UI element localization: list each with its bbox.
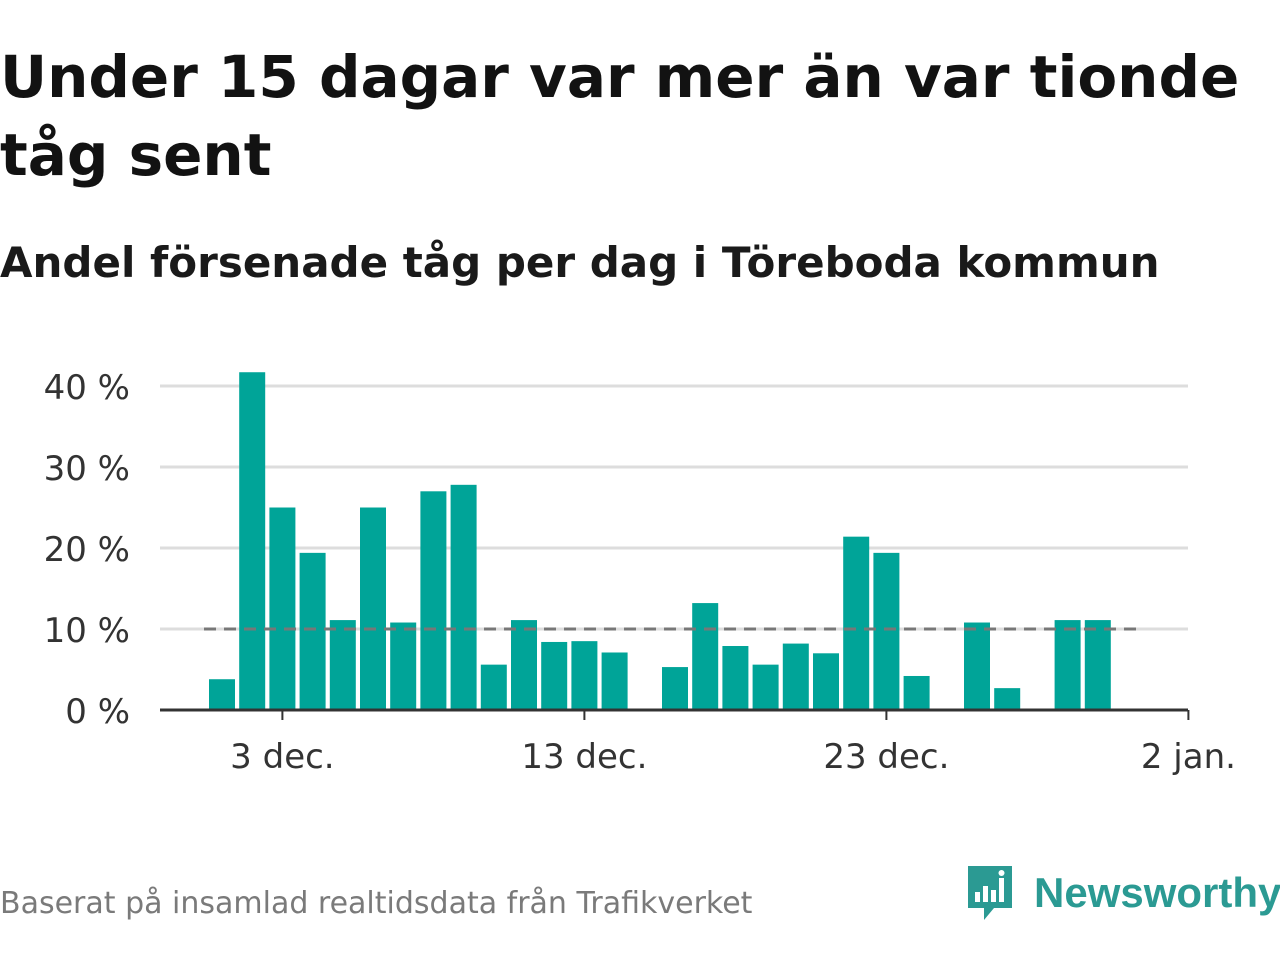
- bar: [209, 679, 235, 710]
- brand-logo: Newsworthy: [964, 862, 1280, 924]
- bar: [571, 641, 598, 710]
- bar: [964, 622, 990, 710]
- source-footnote: Baserat på insamlad realtidsdata från Tr…: [0, 886, 753, 921]
- chart-subtitle: Andel försenade tåg per dag i Töreboda k…: [0, 238, 1160, 287]
- bar: [752, 664, 779, 710]
- x-tick-label: 2 jan.: [1141, 737, 1236, 777]
- y-tick-labels: 0 % 10 % 20 % 30 % 40 %: [44, 368, 130, 732]
- bar: [843, 536, 870, 710]
- bar: [450, 484, 477, 710]
- brand-name: Newsworthy: [1034, 869, 1280, 916]
- y-tick-label: 0 %: [65, 692, 130, 732]
- bar: [299, 552, 326, 710]
- y-tick-label: 20 %: [44, 530, 130, 570]
- y-tick-label: 10 %: [44, 611, 130, 651]
- x-axis: [160, 708, 1190, 720]
- bar: [329, 620, 356, 710]
- bars: [209, 372, 1111, 710]
- bar: [511, 620, 537, 710]
- bar: [269, 507, 296, 710]
- y-tick-label: 30 %: [44, 449, 130, 489]
- x-tick-label: 13 dec.: [521, 737, 647, 777]
- bar: [541, 641, 568, 710]
- bar: [601, 652, 628, 710]
- bar: [994, 688, 1021, 710]
- x-tick-label: 23 dec.: [823, 737, 949, 777]
- bar: [239, 372, 266, 710]
- bar: [360, 507, 386, 710]
- newsworthy-logo-icon: [968, 866, 1012, 920]
- bar: [813, 653, 839, 710]
- y-tick-label: 40 %: [44, 368, 130, 408]
- x-tick-label: 3 dec.: [230, 737, 334, 777]
- chart-title: Under 15 dagar var mer än var tionde tåg…: [0, 43, 1240, 189]
- bar: [662, 667, 688, 710]
- bar-chart: 0 % 10 % 20 % 30 % 40 % 3 dec. 13 dec. 23 dec.…: [44, 368, 1236, 777]
- bar: [692, 603, 719, 710]
- bar: [1054, 620, 1081, 710]
- bar: [903, 675, 930, 710]
- bar: [722, 646, 749, 710]
- bar: [420, 491, 447, 710]
- x-tick-labels: 3 dec. 13 dec. 23 dec. 2 jan.: [230, 737, 1236, 777]
- bar: [480, 664, 507, 710]
- bar: [873, 552, 900, 710]
- bar: [782, 643, 809, 710]
- bar: [390, 622, 417, 710]
- bar: [1084, 620, 1111, 710]
